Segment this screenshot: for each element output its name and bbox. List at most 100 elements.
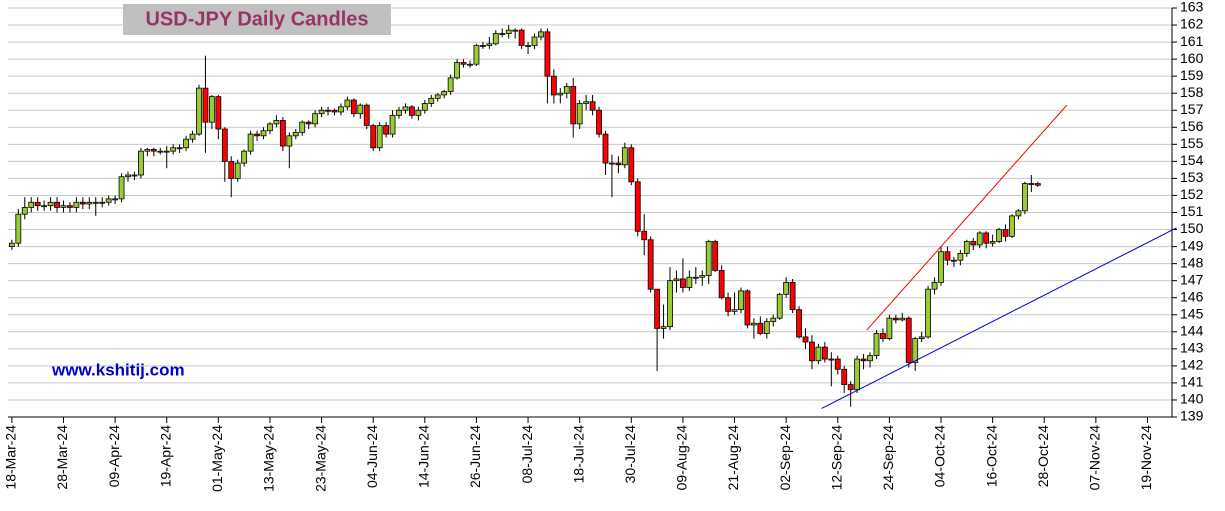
trend-line <box>866 104 1068 331</box>
candle-body <box>208 96 215 123</box>
candle-body <box>712 241 719 271</box>
candle-body <box>383 125 390 135</box>
candle-body <box>841 368 848 386</box>
x-tick-label: 04-Oct-24 <box>932 425 948 487</box>
candle-body <box>570 85 577 125</box>
y-tick-label: 163 <box>1180 0 1204 15</box>
y-tick-label: 145 <box>1180 305 1204 321</box>
candle-body <box>350 99 357 115</box>
candle-body <box>563 85 570 94</box>
candle-body <box>54 201 60 208</box>
candle-body <box>138 150 144 176</box>
y-tick-label: 161 <box>1180 33 1204 49</box>
candle-body <box>886 317 893 340</box>
candle-body <box>492 33 499 45</box>
candle-body <box>99 201 106 204</box>
candle-body <box>596 109 602 135</box>
candle-body <box>1002 229 1009 237</box>
candle-body <box>892 317 899 321</box>
candle-body <box>544 31 551 77</box>
x-tick-label: 19-Nov-24 <box>1138 425 1154 491</box>
candle-body <box>221 128 228 162</box>
candle-body <box>996 229 1002 242</box>
title-box <box>123 4 391 35</box>
candle-body <box>196 87 202 135</box>
candle-body <box>8 242 15 247</box>
candle-body <box>241 150 248 164</box>
y-tick-label: 162 <box>1180 16 1204 32</box>
candle-body <box>176 147 183 150</box>
y-tick-label: 154 <box>1180 152 1204 168</box>
y-tick-label: 152 <box>1180 186 1204 202</box>
candle-body <box>963 241 970 254</box>
candle-body <box>531 36 538 46</box>
candle-body <box>292 132 299 137</box>
candle-body <box>273 120 280 125</box>
x-tick-label: 28-Mar-24 <box>54 425 70 490</box>
y-tick-label: 146 <box>1180 288 1204 304</box>
candle-body <box>860 358 867 362</box>
candle-body <box>389 114 396 135</box>
x-tick-label: 04-Jun-24 <box>364 425 380 488</box>
candle-body <box>789 281 796 311</box>
candle-body <box>880 333 886 340</box>
candle-body <box>1009 215 1015 237</box>
x-tick-label: 01-May-24 <box>209 425 225 492</box>
candle-body <box>686 276 693 288</box>
candle-body <box>409 106 415 116</box>
candle-body <box>228 160 235 179</box>
candle-body <box>15 213 22 244</box>
candle-body <box>454 62 460 79</box>
candle-body <box>550 75 557 96</box>
candle-body <box>157 150 164 153</box>
x-tick-label: 07-Nov-24 <box>1087 425 1103 491</box>
candle-body <box>692 276 699 279</box>
candle-body <box>41 205 48 208</box>
x-tick-label: 30-Jul-24 <box>622 425 638 484</box>
candle-body <box>363 104 370 126</box>
y-tick-label: 160 <box>1180 50 1204 66</box>
candle-body <box>376 125 383 149</box>
candle-body <box>60 205 67 208</box>
candle-body <box>247 133 254 152</box>
candle-body <box>815 346 822 362</box>
candle-body <box>802 336 809 343</box>
candle-body <box>989 241 996 244</box>
candle-body <box>286 135 293 147</box>
x-tick-label: 02-Sep-24 <box>777 425 793 491</box>
y-tick-label: 149 <box>1180 237 1204 253</box>
candle-body <box>1034 183 1041 186</box>
candle-body <box>150 149 157 152</box>
y-tick-label: 143 <box>1180 340 1204 356</box>
candle-body <box>318 109 325 115</box>
candle-body <box>144 149 151 152</box>
candle-body <box>828 358 835 361</box>
x-tick-label: 24-Sep-24 <box>880 425 896 491</box>
candle-body <box>125 174 131 178</box>
candle-body <box>944 251 951 261</box>
candle-body <box>854 358 861 391</box>
candle-body <box>254 133 260 137</box>
candle-body <box>215 96 222 130</box>
candle-body <box>912 338 919 363</box>
candle-body <box>234 162 241 179</box>
candle-body <box>47 201 54 207</box>
y-tick-label: 140 <box>1180 391 1204 407</box>
candle-body <box>441 91 448 96</box>
candle-body <box>434 94 441 99</box>
y-tick-label: 158 <box>1180 84 1204 100</box>
x-tick-label: 14-Jun-24 <box>416 425 432 488</box>
candle-body <box>479 45 486 47</box>
candle-body <box>641 230 648 241</box>
candle-body <box>163 150 170 153</box>
y-tick-label: 148 <box>1180 254 1204 270</box>
candle-body <box>1015 210 1022 217</box>
candle-body <box>421 103 428 111</box>
candle-body <box>131 174 138 177</box>
candle-body <box>976 232 983 246</box>
candle-body <box>667 280 673 328</box>
candle-body <box>105 198 112 203</box>
candle-body <box>447 77 454 92</box>
candle-body <box>396 109 402 116</box>
